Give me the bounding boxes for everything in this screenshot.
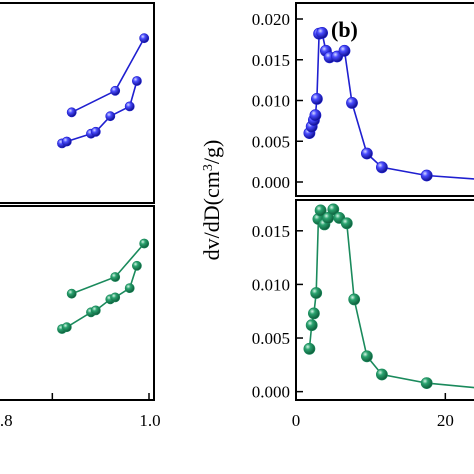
left-bottom-series-0-point xyxy=(139,238,150,249)
right-bottom-series-0-point xyxy=(327,203,340,216)
left-top-series-0-point xyxy=(66,107,77,118)
right-top-ytick-label: 0.010 xyxy=(252,92,290,111)
left-bottom-xtick-label: 0.8 xyxy=(0,411,13,430)
right-bottom-series-0-point xyxy=(305,319,318,332)
right-bottom-series-0-point xyxy=(420,377,433,389)
right-top-series-0-point xyxy=(338,44,351,57)
right-bottom-ytick-label: 0.015 xyxy=(252,222,290,241)
left-top-series-1-point xyxy=(131,76,142,86)
right-bottom-series-0-point xyxy=(348,293,361,306)
left-bottom-series-0-point xyxy=(66,288,77,299)
right-top-series-0-point xyxy=(316,27,328,39)
left-bottom-series-1-point xyxy=(124,283,135,293)
right-bottom-series-0-point xyxy=(314,204,327,217)
right-bottom-xtick-label: 0 xyxy=(292,411,301,430)
left-bottom-series-1-point xyxy=(110,292,121,303)
right-bottom-series-0-point xyxy=(310,287,323,299)
left-top-panel xyxy=(0,2,155,204)
right-top-ytick-label: 0.015 xyxy=(252,51,290,70)
right-top-series-0-point xyxy=(346,97,358,109)
right-bottom-ytick-label: 0.010 xyxy=(252,275,290,294)
right-bottom-series-0-line xyxy=(308,207,474,389)
right-top-frame xyxy=(295,2,474,197)
left-top-series-1-point xyxy=(90,126,101,137)
right-bottom-series-0-point xyxy=(303,342,316,355)
left-bottom-frame xyxy=(0,205,155,401)
left-top-series-1-point xyxy=(61,136,72,147)
right-bottom-panel: 0.000 0.005 0.010 0.015 0 20 xyxy=(252,199,474,430)
left-top-series-0-point xyxy=(110,85,121,96)
right-top-series-0-point xyxy=(310,93,323,105)
right-bottom-ytick-label: 0.005 xyxy=(252,329,290,348)
left-bottom-series-1-point xyxy=(131,260,142,271)
left-top-series-1-point xyxy=(105,111,116,122)
left-top-series-0-point xyxy=(139,33,150,44)
right-top-series-0-point xyxy=(375,161,388,174)
right-top-ytick-label: 0.000 xyxy=(252,173,290,192)
right-top-panel: 0.000 0.005 0.010 0.015 0.020 (b) xyxy=(252,2,474,197)
right-bottom-frame xyxy=(295,199,474,401)
left-top-frame xyxy=(0,2,155,204)
right-bottom-series-0-point xyxy=(307,307,320,320)
right-bottom-series-0-point xyxy=(375,368,388,381)
right-top-series-0-point xyxy=(420,169,433,182)
left-bottom-xtick-label: 1.0 xyxy=(139,411,160,430)
left-bottom-series-1-point xyxy=(90,305,101,316)
left-top-series-0-line xyxy=(71,37,145,114)
right-y-axis-label: dv/dD(cm3/g) xyxy=(199,140,224,261)
right-top-ytick-label: 0.020 xyxy=(252,10,290,29)
left-top-series-1-point xyxy=(124,101,135,112)
right-top-series-0-point xyxy=(360,147,373,160)
right-top-ytick-label: 0.005 xyxy=(252,132,290,151)
panel-label-b: (b) xyxy=(331,17,358,42)
left-bottom-panel: 0.8 1.0 xyxy=(0,205,161,430)
right-bottom-series-0-point xyxy=(360,350,373,363)
left-bottom-series-0-point xyxy=(110,272,121,282)
right-bottom-ytick-label: 0.000 xyxy=(252,383,290,402)
left-bottom-series-1-point xyxy=(61,322,72,333)
right-bottom-xtick-label: 20 xyxy=(437,411,454,430)
right-top-series-0-point xyxy=(309,109,322,122)
right-bottom-series-0-point xyxy=(340,217,353,230)
